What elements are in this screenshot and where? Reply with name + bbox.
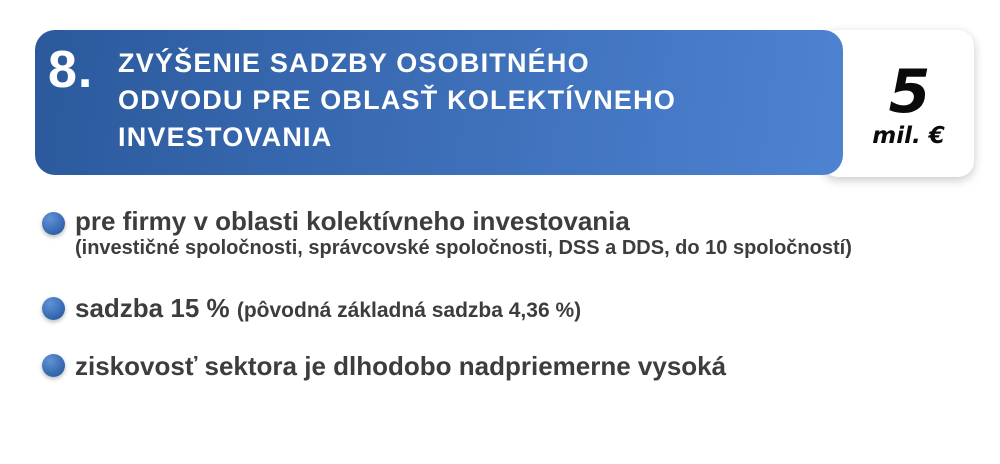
bullet-icon: [42, 297, 65, 320]
slide-number: 8.: [48, 41, 94, 99]
bullet-2-note: (pôvodná základná sadzba 4,36 %): [236, 299, 582, 322]
header-banner: 8. ZVÝŠENIE SADZBY OSOBITNÉHO ODVODU PRE…: [35, 30, 843, 175]
slide-title-line-2: ODVODU PRE OBLASŤ KOLEKTÍVNEHO: [118, 85, 677, 115]
bullet-icon: [42, 354, 65, 377]
bullet-3-main: ziskovosť sektora je dlhodobo nadpriemer…: [75, 351, 727, 381]
amount-value: 5: [888, 57, 931, 127]
amount-unit: mil. €: [872, 123, 945, 149]
bullet-1-main: pre firmy v oblasti kolektívneho investo…: [75, 206, 630, 236]
slide-title-line-1: ZVÝŠENIE SADZBY OSOBITNÉHO: [118, 48, 590, 78]
bullet-1-sub: (investičné spoločnosti, správcovské spo…: [75, 237, 852, 259]
bullet-2-main: sadzba 15 %: [75, 293, 237, 323]
amount-card: 5 mil. €: [822, 30, 974, 177]
slide-title: ZVÝŠENIE SADZBY OSOBITNÉHO ODVODU PRE OB…: [118, 45, 676, 156]
slide-title-line-3: INVESTOVANIA: [118, 122, 333, 152]
bullet-2: sadzba 15 % (pôvodná základná sadzba 4,3…: [75, 293, 581, 324]
amount-block: 5 mil. €: [843, 57, 974, 149]
bullet-icon: [42, 212, 65, 235]
